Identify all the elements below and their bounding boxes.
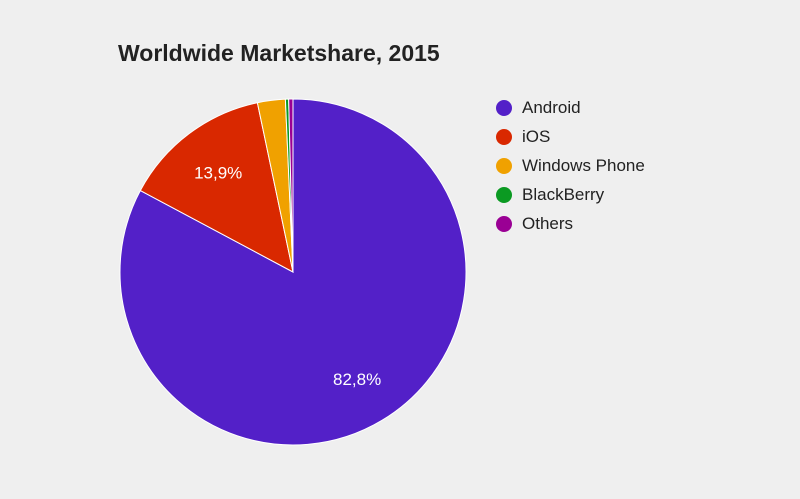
legend-label: BlackBerry bbox=[522, 184, 605, 204]
legend-swatch-windows-phone bbox=[496, 157, 512, 174]
legend-label: Windows Phone bbox=[522, 155, 645, 175]
legend-swatch-others bbox=[496, 215, 512, 232]
legend-item-others[interactable]: Others bbox=[496, 209, 645, 238]
legend-item-windows-phone[interactable]: Windows Phone bbox=[496, 151, 645, 180]
pie-slice-labels: 82,8% 13,9% bbox=[194, 163, 381, 388]
pie-slices bbox=[119, 98, 467, 446]
chart-title: Worldwide Marketshare, 2015 bbox=[118, 40, 440, 66]
legend-label: Others bbox=[522, 213, 574, 233]
legend-item-blackberry[interactable]: BlackBerry bbox=[496, 180, 645, 209]
pie-slice-others[interactable] bbox=[288, 98, 294, 273]
legend-swatch-ios bbox=[496, 128, 512, 145]
legend-label: iOS bbox=[522, 126, 551, 146]
slice-label-ios: 13,9% bbox=[194, 163, 242, 182]
legend-item-android[interactable]: Android bbox=[496, 93, 645, 122]
legend-swatch-android bbox=[496, 99, 512, 116]
pie-slice-ios[interactable] bbox=[139, 102, 294, 273]
slice-label-android: 82,8% bbox=[333, 370, 381, 389]
chart-legend: Android iOS Windows Phone BlackBerry Others bbox=[496, 93, 645, 238]
legend-item-ios[interactable]: iOS bbox=[496, 122, 645, 151]
legend-label: Android bbox=[522, 97, 581, 117]
legend-swatch-blackberry bbox=[496, 186, 512, 203]
